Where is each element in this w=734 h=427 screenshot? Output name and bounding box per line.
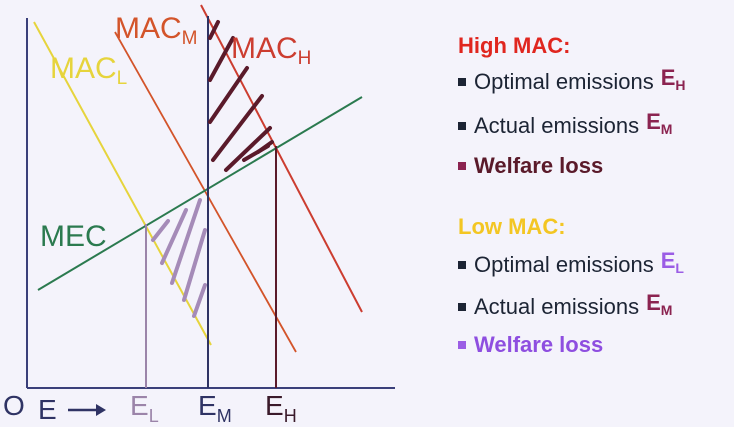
item-text: Welfare loss <box>474 153 604 178</box>
mac-h-label: MACH <box>231 32 311 69</box>
item-text: Optimal emissions <box>474 68 654 94</box>
low-optimal-emissions-item: Optimal emissions EL <box>458 248 684 281</box>
hatch-mark <box>208 66 249 124</box>
origin-label: O <box>3 390 25 421</box>
high-optimal-emissions-item: Optimal emissions EH <box>458 65 686 98</box>
hatch-mark <box>192 283 207 318</box>
emission-symbol: EM <box>646 290 673 318</box>
right-arrow-icon <box>68 404 106 416</box>
low-actual-emissions-item: Actual emissions EM <box>458 290 684 323</box>
mac-m-curve <box>114 31 297 353</box>
hatch-mark <box>160 208 188 265</box>
x-axis-variable: E <box>38 394 57 425</box>
bullet-icon <box>458 260 466 269</box>
hatch-mark <box>208 36 235 82</box>
mac-l-label: MACL <box>50 52 127 89</box>
bullet-icon <box>458 121 466 130</box>
high-welfare-loss-item: Welfare loss <box>458 153 686 179</box>
low-welfare-loss-hatch <box>151 198 207 318</box>
mec-curve <box>37 96 363 291</box>
mac-l-curve <box>33 21 212 346</box>
hatch-mark <box>182 228 207 302</box>
high-mac-legend: High MAC: Optimal emissions EH Actual em… <box>458 33 686 179</box>
hatch-mark <box>170 198 202 285</box>
item-text: Actual emissions <box>474 112 640 138</box>
item-text: Actual emissions <box>474 293 640 319</box>
hatch-mark <box>211 94 264 162</box>
item-text: Optimal emissions <box>474 251 654 277</box>
low-mac-legend: Low MAC: Optimal emissions EL Actual emi… <box>458 214 684 358</box>
e-m-tick-label: EM <box>198 390 232 426</box>
mac-h-curve <box>200 4 363 313</box>
hatch-mark <box>151 219 170 242</box>
low-welfare-loss-item: Welfare loss <box>458 332 684 358</box>
high-mac-heading: High MAC: <box>458 33 571 58</box>
high-actual-emissions-item: Actual emissions EM <box>458 109 686 142</box>
e-h-tick-label: EH <box>265 390 297 426</box>
bullet-icon <box>458 162 466 170</box>
hatch-mark <box>224 126 272 172</box>
mac-m-label: MACM <box>115 12 198 49</box>
bullet-icon <box>458 302 466 311</box>
bullet-icon <box>458 77 466 86</box>
e-l-tick-label: EL <box>130 390 159 426</box>
low-mac-heading: Low MAC: <box>458 214 566 239</box>
bullet-icon <box>458 341 466 349</box>
item-text: Welfare loss <box>474 332 604 357</box>
emission-symbol: EM <box>646 109 673 137</box>
emission-symbol: EL <box>660 248 684 276</box>
hatch-mark <box>208 20 220 40</box>
mec-label: MEC <box>40 220 107 253</box>
emission-symbol: EH <box>660 65 686 93</box>
high-welfare-loss-hatch <box>208 20 274 172</box>
hatch-mark <box>256 140 274 154</box>
